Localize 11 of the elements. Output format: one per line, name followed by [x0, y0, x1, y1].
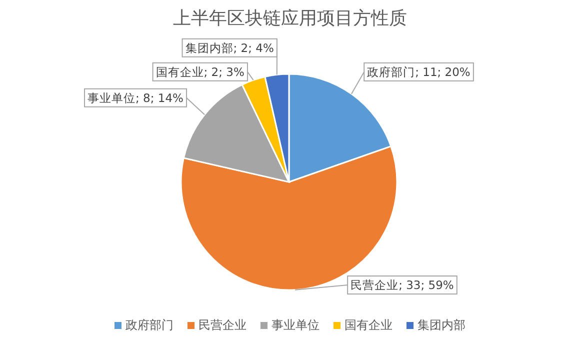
data-label: 民营企业; 33; 59% [350, 278, 454, 292]
legend-label: 集团内部 [418, 318, 466, 332]
data-label: 国有企业; 2; 3% [156, 64, 244, 79]
legend-label: 民营企业 [198, 318, 246, 332]
data-label: 政府部门; 11; 20% [367, 64, 470, 79]
chart-title: 上半年区块链应用项目方性质 [173, 8, 407, 29]
legend-label: 政府部门 [126, 318, 174, 332]
legend-label: 事业单位 [272, 318, 320, 332]
data-label: 集团内部; 2; 4% [185, 40, 274, 55]
data-label: 事业单位; 8; 14% [88, 90, 184, 105]
legend-label: 国有企业 [344, 318, 392, 332]
